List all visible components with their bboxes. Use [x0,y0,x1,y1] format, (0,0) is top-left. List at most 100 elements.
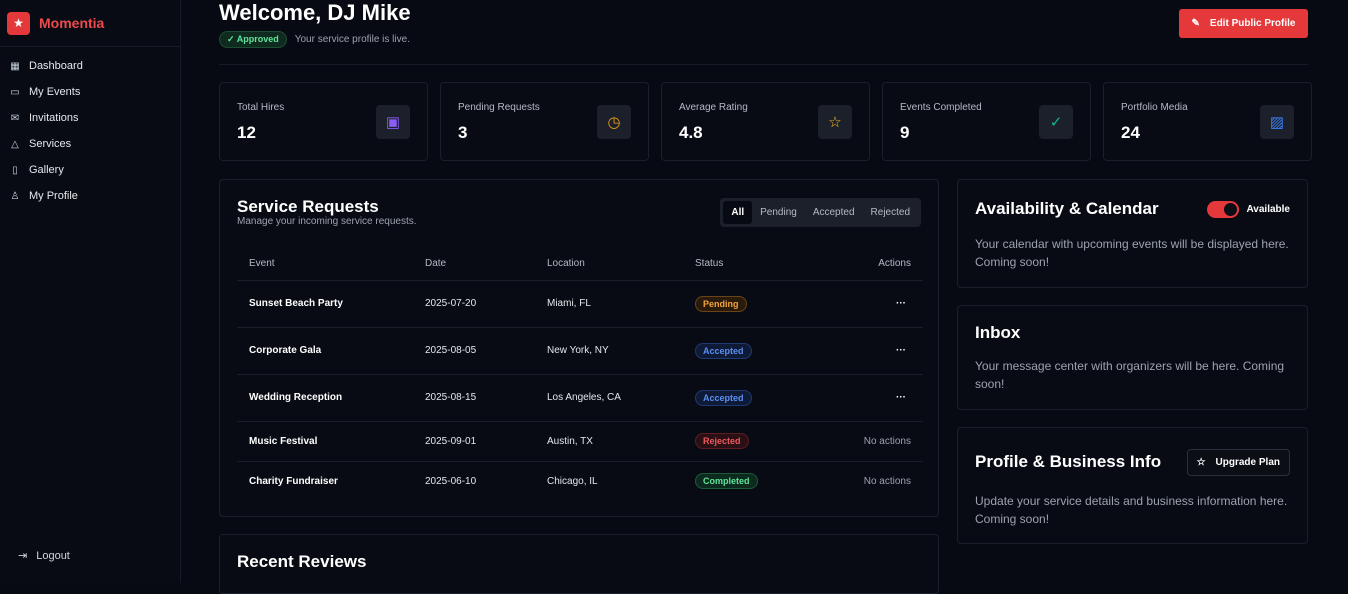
tab-all[interactable]: All [723,201,753,224]
logout-icon: ⇥ [18,550,28,562]
stats-row: Total Hires 12 ▣ Pending Requests 3 ◷ Averag… [219,82,1312,161]
image-icon: ▨ [1260,105,1294,139]
availability-card: Availability & Calendar Available Your c… [957,179,1308,288]
calendar-icon: ▭ [10,86,20,98]
event-name: Charity Fundraiser [249,475,338,487]
stat-label: Total Hires [237,102,285,113]
actions-cell: No actions [805,421,923,462]
service-requests-card: Service Requests Manage your incoming se… [219,179,939,517]
column-header: Status [683,248,806,281]
tab-pending[interactable]: Pending [760,207,797,218]
star-logo-icon: ★ [7,11,30,35]
logout-button[interactable]: ⇥ Logout [18,549,70,563]
stat-card-portfolio-media: Portfolio Media 24 ▨ [1103,82,1312,161]
event-location: Chicago, IL [547,475,598,487]
stat-card-events-completed: Events Completed 9 ✓ [882,82,1091,161]
brand[interactable]: ★ Momentia [0,0,180,47]
stat-card-total-hires: Total Hires 12 ▣ [219,82,428,161]
sidebar-item-my-profile[interactable]: ♙ My Profile [0,183,180,209]
stat-value: 3 [458,123,468,142]
business-info-card: Profile & Business Info ☆ Upgrade Plan Up… [957,427,1308,544]
table-row: Corporate Gala 2025-08-05 New York, NY A… [237,327,923,375]
recent-reviews-card: Recent Reviews [219,534,939,594]
sidebar-item-label: Services [29,138,72,150]
status-cell: Accepted [683,327,806,375]
upgrade-plan-button[interactable]: ☆ Upgrade Plan [1186,449,1290,476]
section-title: Service Requests [237,197,379,216]
toggle-label: Available [1246,204,1290,215]
stat-label: Portfolio Media [1121,102,1188,113]
tab-rejected[interactable]: Rejected [870,207,910,218]
event-name: Sunset Beach Party [237,280,413,328]
sidebar-item-label: Invitations [29,112,79,124]
stat-value: 24 [1121,123,1140,142]
sidebar-item-label: Dashboard [29,60,83,72]
actions-cell: ··· [805,374,923,422]
status-badge: ✓ Approved [219,31,287,48]
edit-button-label: Edit Public Profile [1209,18,1296,29]
event-name: Wedding Reception [237,374,413,422]
column-header: Date [413,248,535,281]
sidebar-item-label: Gallery [29,164,64,176]
event-date: 2025-08-05 [413,327,535,375]
divider [219,64,1308,65]
actions-cell: ··· [805,327,923,375]
event-name: Corporate Gala [237,327,413,375]
event-location: Austin, TX [535,421,683,462]
stat-label: Average Rating [679,102,748,113]
more-actions-button[interactable]: ··· [896,392,906,403]
status-badge: Pending [695,295,747,312]
column-header: Location [535,248,683,281]
table-row: Sunset Beach Party 2025-07-20 Miami, FL … [237,280,923,328]
status-badge: Completed [695,473,758,490]
sidebar-item-services[interactable]: △ Services [0,131,180,157]
status-badge: Rejected [695,433,749,449]
table-row: Charity Fundraiser 2025-06-10 Chicago, I… [237,461,923,501]
sidebar-item-label: My Events [29,86,81,98]
status-text: Your service profile is live. [294,34,410,45]
bell-icon: △ [11,138,19,150]
status-badge: Accepted [695,389,752,406]
sidebar-item-gallery[interactable]: ▯ Gallery [0,157,180,183]
stat-card-pending-requests: Pending Requests 3 ◷ [440,82,649,161]
briefcase-icon: ▣ [376,105,410,139]
availability-toggle[interactable]: Available [1207,201,1290,218]
edit-public-profile-button[interactable]: ✎ Edit Public Profile [1179,9,1308,38]
event-date: 2025-06-10 [425,475,477,487]
section-text: Your calendar with upcoming events will … [975,237,1289,269]
actions-cell: ··· [805,280,923,328]
tab-accepted[interactable]: Accepted [812,207,855,218]
no-actions-text: No actions [863,475,911,487]
star-icon: ☆ [818,105,852,139]
stat-label: Events Completed [900,102,982,113]
more-actions-button[interactable]: ··· [896,298,906,309]
brand-name: Momentia [39,15,105,31]
event-location: Miami, FL [535,280,683,328]
sidebar-item-invitations[interactable]: ✉ Invitations [0,105,180,131]
sidebar-nav: ▦ Dashboard ▭ My Events ✉ Invitations △ Serv… [0,47,180,209]
more-actions-button[interactable]: ··· [896,345,906,356]
event-date: 2025-09-01 [413,421,535,462]
upgrade-button-label: Upgrade Plan [1215,457,1280,468]
section-title: Recent Reviews [237,552,367,571]
table-row: Music Festival 2025-09-01 Austin, TX Rej… [237,421,923,462]
event-location: New York, NY [535,327,683,375]
stat-value: 12 [237,123,256,142]
profile-status: ✓ Approved Your service profile is live. [219,31,410,48]
clock-icon: ◷ [597,105,631,139]
stat-card-average-rating: Average Rating 4.8 ☆ [661,82,870,161]
sidebar-item-my-events[interactable]: ▭ My Events [0,79,180,105]
table-row: Wedding Reception 2025-08-15 Los Angeles… [237,374,923,422]
stat-value: 4.8 [679,123,703,142]
requests-table: Event Date Location Status Actions Sunse… [237,248,923,501]
inbox-card: Inbox Your message center with organizer… [957,305,1308,410]
logout-label: Logout [36,549,70,562]
status-cell: Rejected [683,421,806,462]
column-header: Event [237,248,413,281]
section-title: Inbox [975,323,1021,342]
sidebar-item-dashboard[interactable]: ▦ Dashboard [0,53,180,79]
section-text: Your message center with organizers will… [975,359,1285,391]
event-name: Music Festival [237,421,413,462]
toggle-switch[interactable] [1207,201,1240,218]
stat-value: 9 [900,123,910,142]
